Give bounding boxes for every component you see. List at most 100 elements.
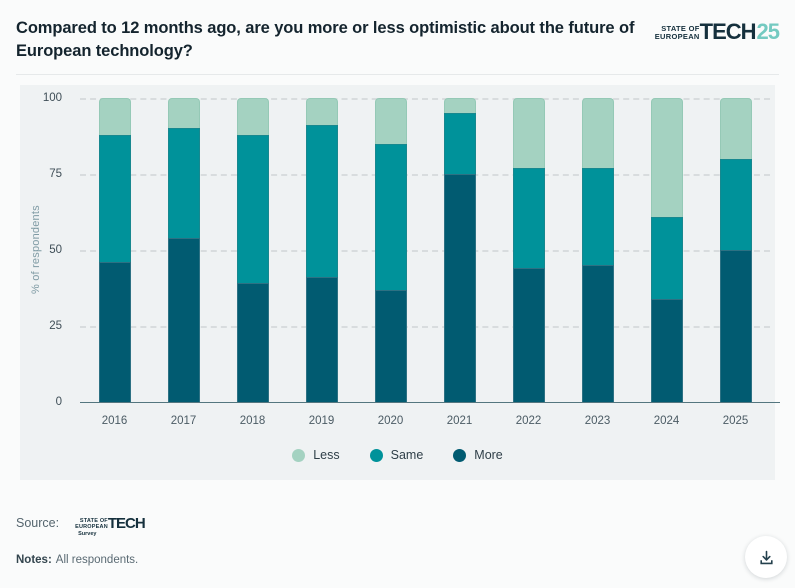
segment-less-2018[interactable] bbox=[236, 98, 269, 135]
segment-less-2024[interactable] bbox=[650, 98, 683, 217]
legend-item-same[interactable]: Same bbox=[369, 448, 424, 462]
bar-column-2022 bbox=[494, 98, 563, 402]
segment-less-2020[interactable] bbox=[374, 98, 407, 144]
bar-2019 bbox=[305, 98, 338, 402]
legend-dot-same bbox=[369, 448, 383, 462]
y-tick-100: 100 bbox=[42, 92, 62, 104]
logo-year: 25 bbox=[756, 19, 781, 44]
legend-item-more[interactable]: More bbox=[453, 448, 503, 462]
bar-2023 bbox=[581, 98, 614, 402]
legend-item-less[interactable]: Less bbox=[292, 448, 340, 462]
bar-2022 bbox=[512, 98, 545, 402]
segment-same-2022[interactable] bbox=[512, 167, 545, 269]
segment-more-2022[interactable] bbox=[512, 268, 545, 402]
x-tick-2017: 2017 bbox=[170, 415, 197, 427]
segment-more-2024[interactable] bbox=[650, 298, 683, 402]
bar-2020 bbox=[374, 98, 407, 402]
bar-2016 bbox=[98, 98, 131, 402]
source-label: Source: bbox=[16, 516, 60, 530]
bar-column-2020 bbox=[356, 98, 425, 402]
segment-less-2022[interactable] bbox=[512, 98, 545, 168]
segment-more-2019[interactable] bbox=[305, 277, 338, 402]
segment-more-2016[interactable] bbox=[98, 262, 131, 402]
segment-less-2017[interactable] bbox=[167, 98, 200, 129]
gridline-50 bbox=[80, 250, 770, 252]
source-row: Source: STATE OF EUROPEAN TECH Survey bbox=[16, 512, 146, 537]
bar-2018 bbox=[236, 98, 269, 402]
segment-more-2018[interactable] bbox=[236, 283, 269, 402]
legend-label-more: More bbox=[474, 448, 503, 462]
segment-more-2017[interactable] bbox=[167, 237, 200, 402]
segment-less-2023[interactable] bbox=[581, 98, 614, 168]
bar-column-2016 bbox=[80, 98, 149, 402]
source-logo-survey: Survey bbox=[78, 531, 97, 537]
x-tick-2019: 2019 bbox=[308, 415, 335, 427]
notes-text: All respondents. bbox=[55, 554, 139, 566]
x-tick-2024: 2024 bbox=[653, 415, 680, 427]
bar-column-2017 bbox=[149, 98, 218, 402]
y-tick-0: 0 bbox=[55, 396, 62, 408]
plot-area bbox=[80, 98, 780, 403]
x-tick-2018: 2018 bbox=[239, 415, 266, 427]
segment-same-2020[interactable] bbox=[374, 143, 407, 290]
segment-same-2018[interactable] bbox=[236, 134, 269, 284]
legend-label-same: Same bbox=[390, 448, 424, 462]
segment-less-2025[interactable] bbox=[719, 98, 752, 159]
x-axis-baseline bbox=[80, 402, 780, 403]
gridline-100 bbox=[80, 98, 770, 100]
x-tick-2020: 2020 bbox=[377, 415, 404, 427]
segment-more-2021[interactable] bbox=[443, 174, 476, 402]
segment-same-2025[interactable] bbox=[719, 158, 752, 250]
y-tick-75: 75 bbox=[49, 168, 62, 180]
chart-panel: % of respondents 0 25 50 75 100 2016 2017 2018… bbox=[20, 85, 780, 480]
bar-column-2018 bbox=[218, 98, 287, 402]
y-axis-ticks: 0 25 50 75 100 bbox=[20, 92, 70, 408]
bar-column-2019 bbox=[287, 98, 356, 402]
segment-less-2021[interactable] bbox=[443, 98, 476, 114]
x-axis-labels: 2016 2017 2018 2019 2020 2021 2022 2023 2024 2025 bbox=[80, 415, 770, 427]
segment-same-2016[interactable] bbox=[98, 134, 131, 263]
x-tick-2016: 2016 bbox=[101, 415, 128, 427]
x-tick-2021: 2021 bbox=[446, 415, 473, 427]
header: Compared to 12 months ago, are you more … bbox=[16, 17, 781, 63]
bar-column-2021 bbox=[425, 98, 494, 402]
legend-label-less: Less bbox=[313, 448, 340, 462]
bar-column-2025 bbox=[701, 98, 770, 402]
segment-less-2016[interactable] bbox=[98, 98, 131, 135]
logo-tech-word: TECH bbox=[699, 19, 757, 44]
segment-less-2019[interactable] bbox=[305, 98, 338, 126]
y-tick-50: 50 bbox=[49, 244, 62, 256]
segment-same-2019[interactable] bbox=[305, 125, 338, 278]
logo-stacked-text: STATE OF EUROPEAN bbox=[654, 24, 700, 41]
segment-more-2025[interactable] bbox=[719, 250, 752, 402]
notes-row: Notes: All respondents. bbox=[16, 554, 138, 566]
segment-same-2021[interactable] bbox=[443, 113, 476, 174]
bar-column-2024 bbox=[632, 98, 701, 402]
notes-label: Notes: bbox=[16, 554, 52, 566]
download-button[interactable] bbox=[745, 536, 787, 578]
bar-column-2023 bbox=[563, 98, 632, 402]
segment-more-2020[interactable] bbox=[374, 289, 407, 402]
download-icon bbox=[758, 549, 775, 566]
header-divider bbox=[16, 74, 779, 75]
segment-same-2023[interactable] bbox=[581, 167, 614, 266]
source-logo: STATE OF EUROPEAN TECH Survey bbox=[75, 515, 146, 537]
x-tick-2025: 2025 bbox=[722, 415, 749, 427]
segment-more-2023[interactable] bbox=[581, 265, 614, 402]
state-of-european-tech-logo: STATE OF EUROPEAN TECH 25 bbox=[654, 19, 781, 44]
y-tick-25: 25 bbox=[49, 320, 62, 332]
legend-dot-less bbox=[292, 448, 306, 462]
gridline-75 bbox=[80, 174, 770, 176]
gridline-25 bbox=[80, 326, 770, 328]
bar-2024 bbox=[650, 98, 683, 402]
source-logo-tech-word: TECH bbox=[107, 515, 146, 532]
bars-container bbox=[80, 98, 770, 402]
bar-2021 bbox=[443, 98, 476, 402]
segment-same-2017[interactable] bbox=[167, 128, 200, 238]
segment-same-2024[interactable] bbox=[650, 216, 683, 299]
bar-2017 bbox=[167, 98, 200, 402]
chart-legend: Less Same More bbox=[20, 448, 775, 462]
x-tick-2023: 2023 bbox=[584, 415, 611, 427]
x-tick-2022: 2022 bbox=[515, 415, 542, 427]
